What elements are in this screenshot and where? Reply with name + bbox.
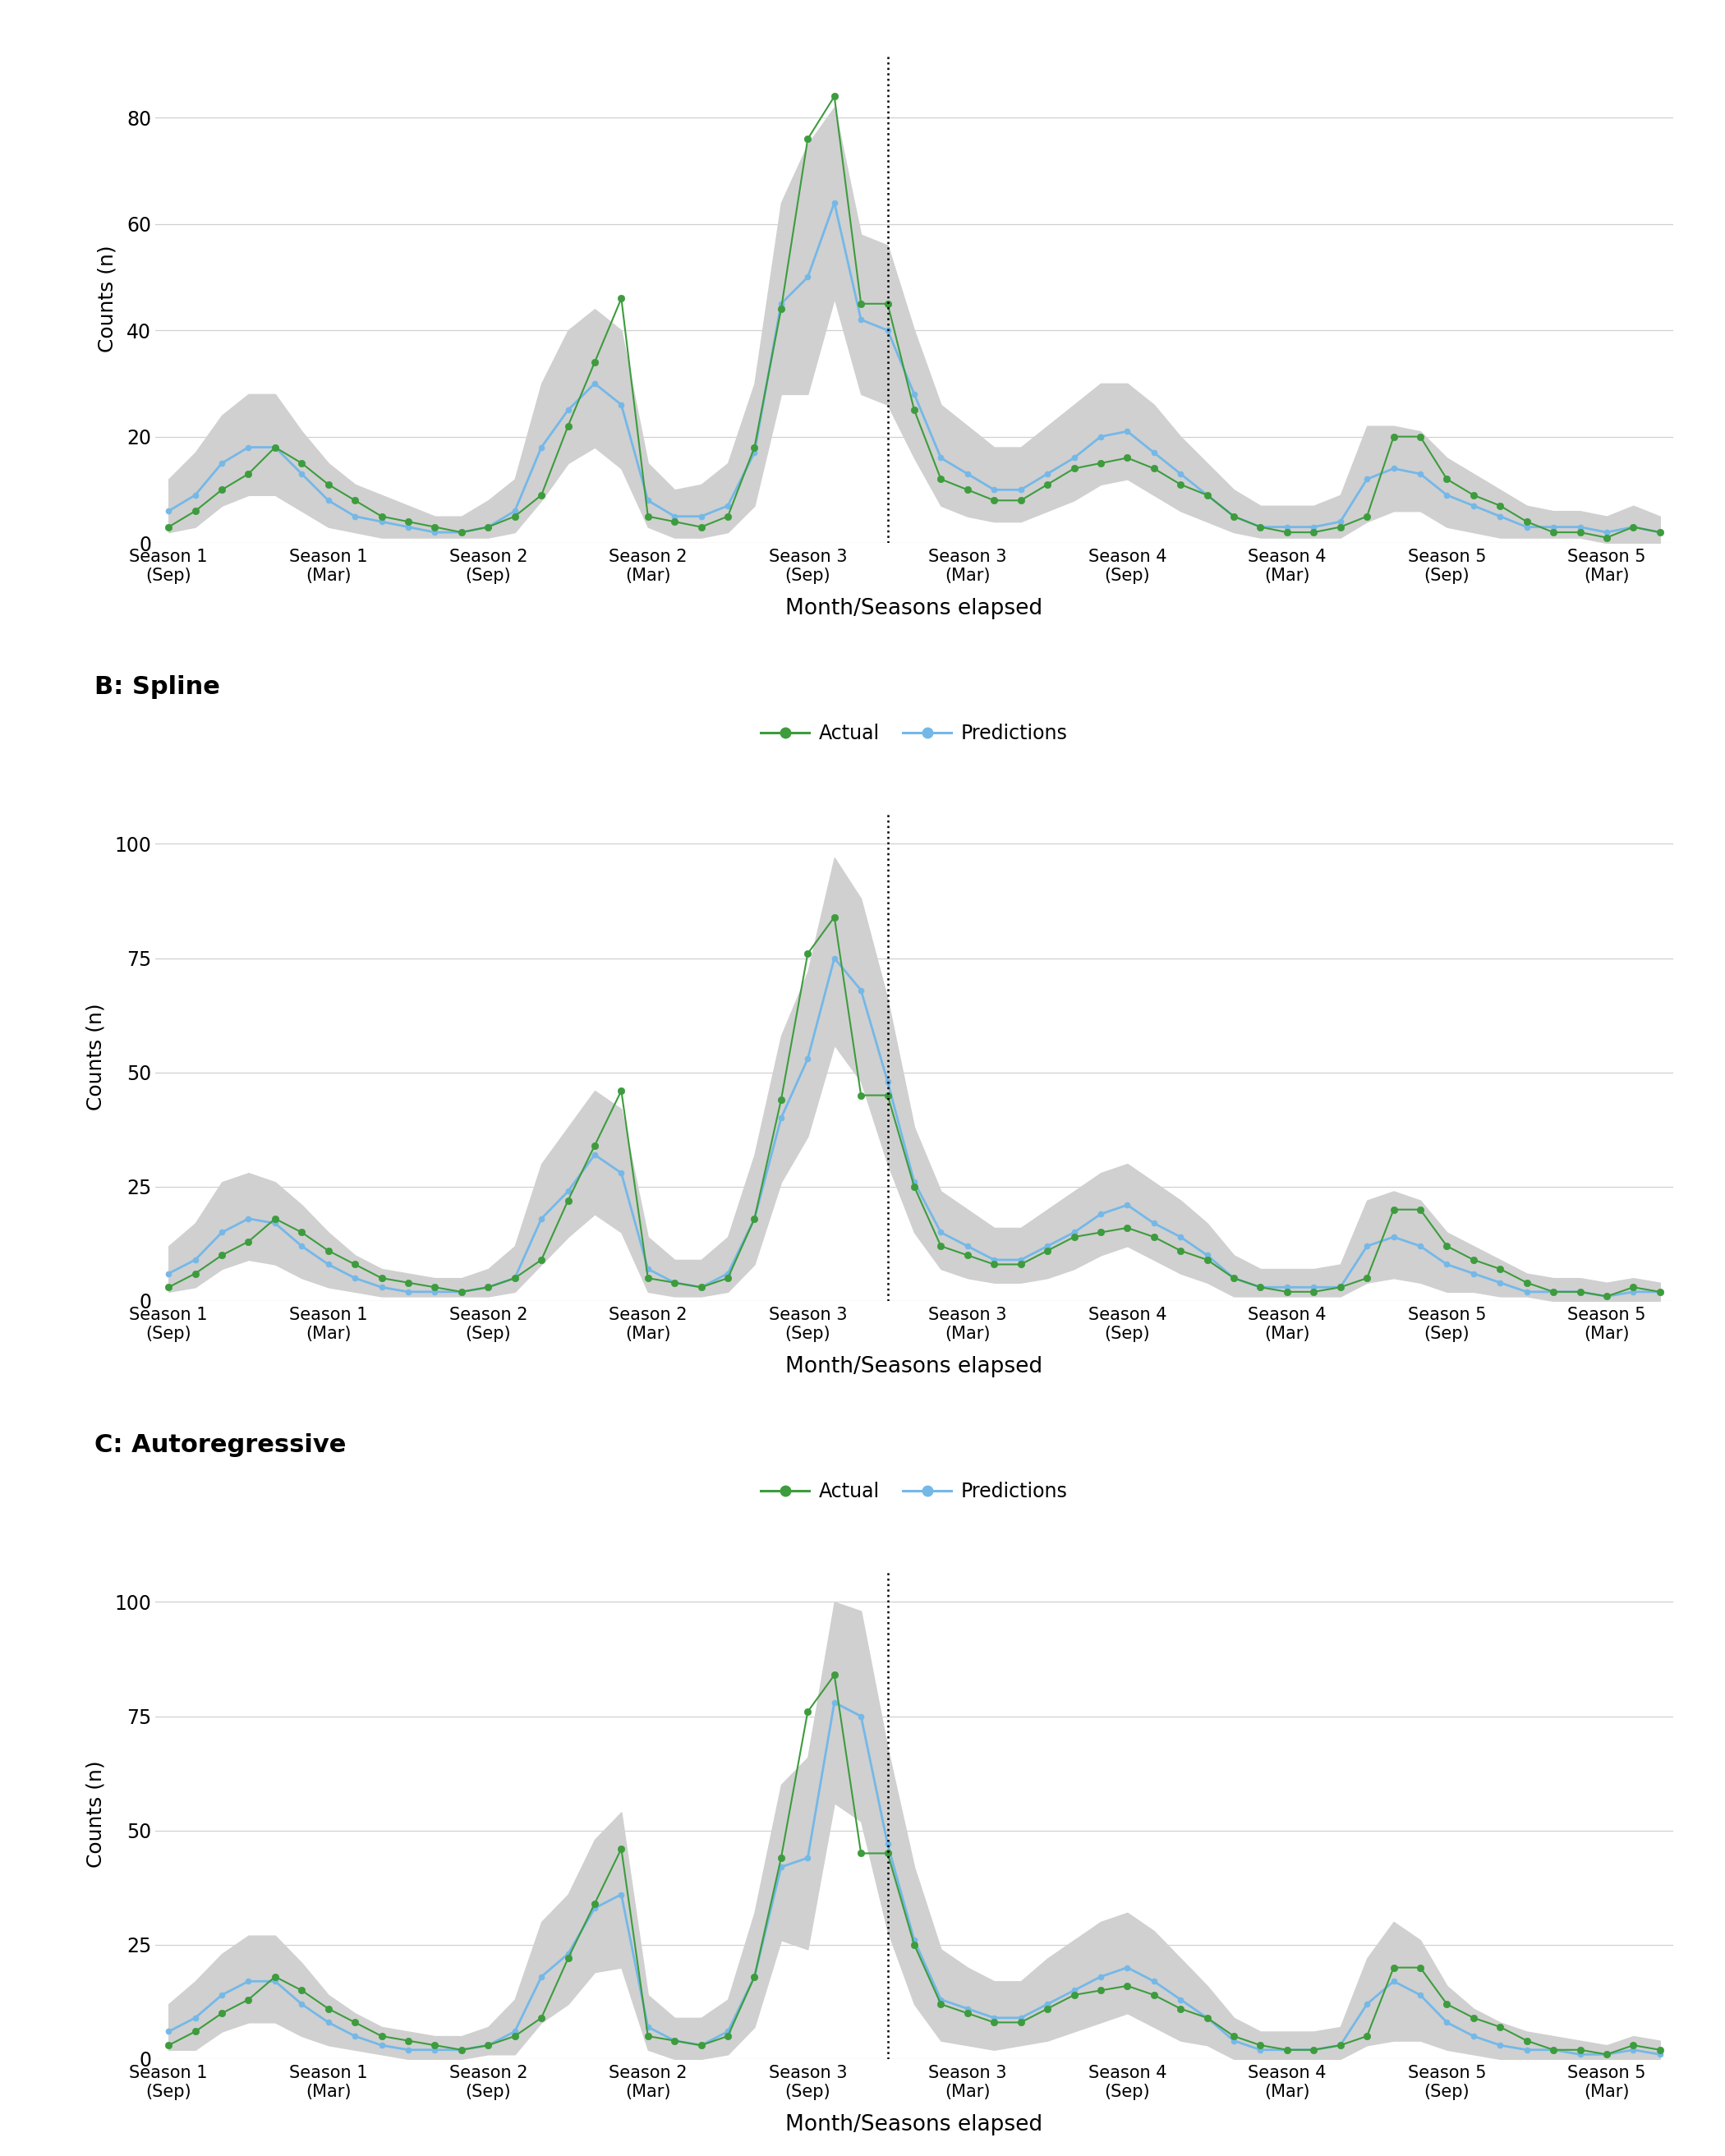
Text: C: Autoregressive: C: Autoregressive <box>95 1434 347 1457</box>
X-axis label: Month/Seasons elapsed: Month/Seasons elapsed <box>785 597 1044 619</box>
Y-axis label: Counts (n): Counts (n) <box>86 1003 105 1110</box>
Legend: Actual, Predictions: Actual, Predictions <box>761 1481 1068 1501</box>
Legend: Actual, Predictions: Actual, Predictions <box>761 724 1068 744</box>
Text: B: Spline: B: Spline <box>95 675 221 699</box>
X-axis label: Month/Seasons elapsed: Month/Seasons elapsed <box>785 2113 1044 2134</box>
Y-axis label: Counts (n): Counts (n) <box>86 1761 105 1867</box>
Y-axis label: Counts (n): Counts (n) <box>98 246 117 351</box>
X-axis label: Month/Seasons elapsed: Month/Seasons elapsed <box>785 1356 1044 1378</box>
